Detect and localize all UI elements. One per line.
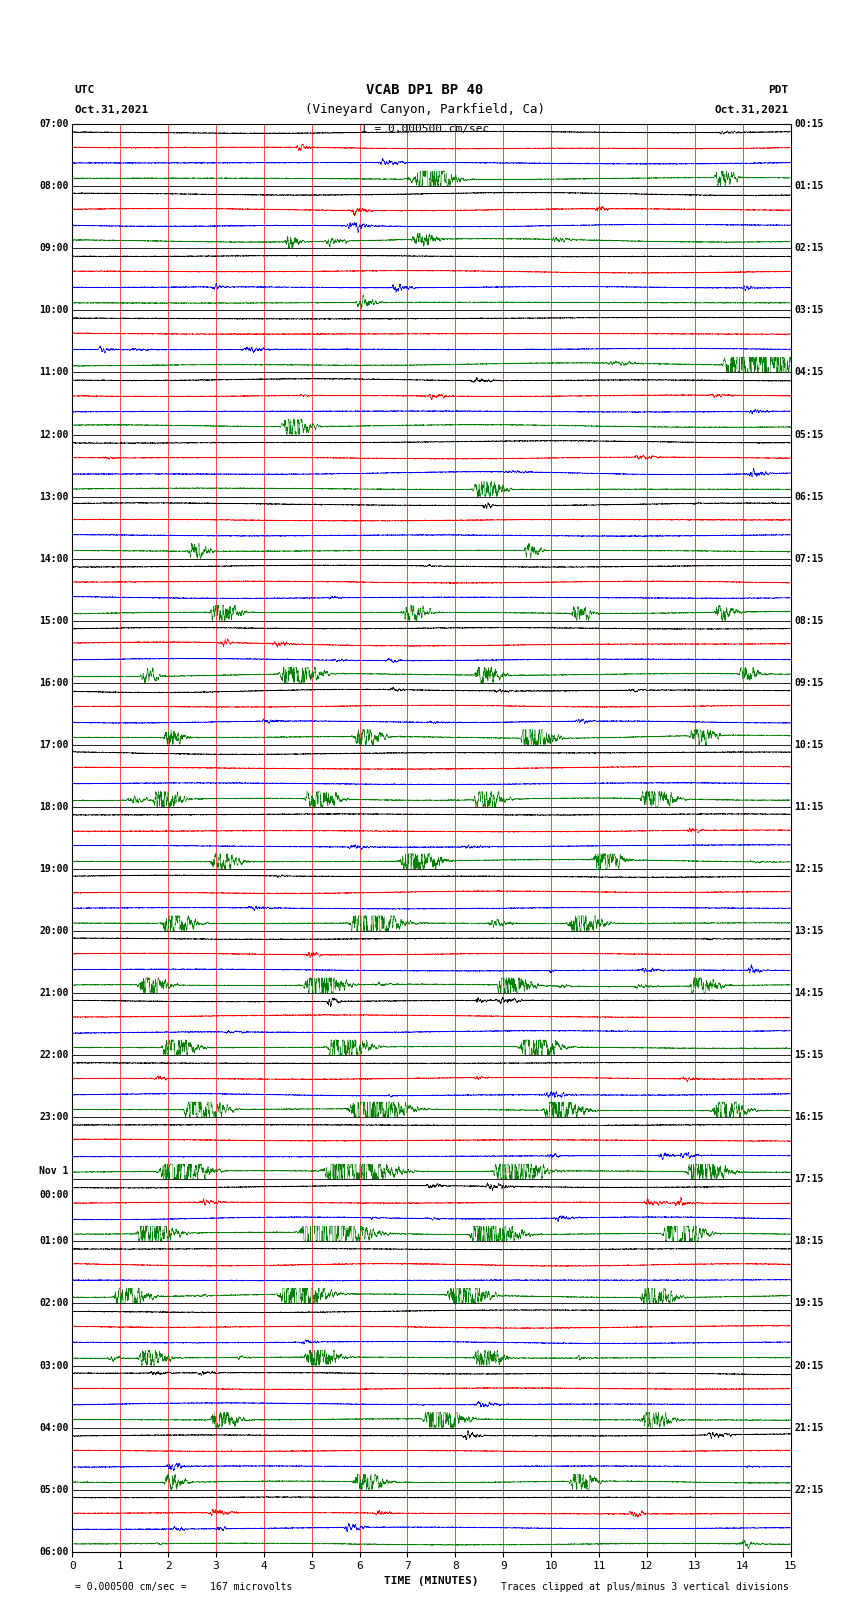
Text: 19:15: 19:15 xyxy=(794,1298,824,1308)
Text: 13:15: 13:15 xyxy=(794,926,824,936)
Text: 21:00: 21:00 xyxy=(39,989,69,998)
Text: Nov 1: Nov 1 xyxy=(39,1166,69,1176)
Text: 10:00: 10:00 xyxy=(39,305,69,316)
Text: Oct.31,2021: Oct.31,2021 xyxy=(75,105,149,115)
Text: (Vineyard Canyon, Parkfield, Ca): (Vineyard Canyon, Parkfield, Ca) xyxy=(305,103,545,116)
Text: UTC: UTC xyxy=(75,85,95,95)
Text: 04:00: 04:00 xyxy=(39,1423,69,1432)
Text: 11:00: 11:00 xyxy=(39,368,69,377)
Text: 08:15: 08:15 xyxy=(794,616,824,626)
Text: 17:15: 17:15 xyxy=(794,1174,824,1184)
Text: 09:00: 09:00 xyxy=(39,244,69,253)
Text: I = 0.000500 cm/sec: I = 0.000500 cm/sec xyxy=(361,124,489,134)
Text: 14:15: 14:15 xyxy=(794,989,824,998)
Text: VCAB DP1 BP 40: VCAB DP1 BP 40 xyxy=(366,84,484,97)
Text: 00:00: 00:00 xyxy=(39,1190,69,1200)
Text: 13:00: 13:00 xyxy=(39,492,69,502)
Text: 01:15: 01:15 xyxy=(794,181,824,192)
Text: 15:00: 15:00 xyxy=(39,616,69,626)
Text: 21:15: 21:15 xyxy=(794,1423,824,1432)
Text: 22:15: 22:15 xyxy=(794,1484,824,1495)
Text: 03:00: 03:00 xyxy=(39,1360,69,1371)
Text: 20:00: 20:00 xyxy=(39,926,69,936)
Text: 15:15: 15:15 xyxy=(794,1050,824,1060)
Text: 18:00: 18:00 xyxy=(39,802,69,811)
Text: 00:15: 00:15 xyxy=(794,119,824,129)
Text: 07:00: 07:00 xyxy=(39,119,69,129)
Text: = 0.000500 cm/sec =    167 microvolts: = 0.000500 cm/sec = 167 microvolts xyxy=(75,1582,292,1592)
X-axis label: TIME (MINUTES): TIME (MINUTES) xyxy=(384,1576,479,1586)
Text: 09:15: 09:15 xyxy=(794,677,824,687)
Text: PDT: PDT xyxy=(768,85,789,95)
Text: 07:15: 07:15 xyxy=(794,553,824,563)
Text: 12:00: 12:00 xyxy=(39,429,69,439)
Text: 03:15: 03:15 xyxy=(794,305,824,316)
Text: 23:00: 23:00 xyxy=(39,1113,69,1123)
Text: 06:15: 06:15 xyxy=(794,492,824,502)
Text: 05:15: 05:15 xyxy=(794,429,824,439)
Text: 22:00: 22:00 xyxy=(39,1050,69,1060)
Text: 05:00: 05:00 xyxy=(39,1484,69,1495)
Text: Oct.31,2021: Oct.31,2021 xyxy=(715,105,789,115)
Text: 11:15: 11:15 xyxy=(794,802,824,811)
Text: 04:15: 04:15 xyxy=(794,368,824,377)
Text: 06:00: 06:00 xyxy=(39,1547,69,1557)
Text: 16:00: 16:00 xyxy=(39,677,69,687)
Text: 10:15: 10:15 xyxy=(794,740,824,750)
Text: 02:15: 02:15 xyxy=(794,244,824,253)
Text: 17:00: 17:00 xyxy=(39,740,69,750)
Text: 14:00: 14:00 xyxy=(39,553,69,563)
Text: 18:15: 18:15 xyxy=(794,1237,824,1247)
Text: 01:00: 01:00 xyxy=(39,1237,69,1247)
Text: 12:15: 12:15 xyxy=(794,865,824,874)
Text: 19:00: 19:00 xyxy=(39,865,69,874)
Text: 08:00: 08:00 xyxy=(39,181,69,192)
Text: 20:15: 20:15 xyxy=(794,1360,824,1371)
Text: 16:15: 16:15 xyxy=(794,1113,824,1123)
Text: 02:00: 02:00 xyxy=(39,1298,69,1308)
Text: Traces clipped at plus/minus 3 vertical divisions: Traces clipped at plus/minus 3 vertical … xyxy=(501,1582,789,1592)
